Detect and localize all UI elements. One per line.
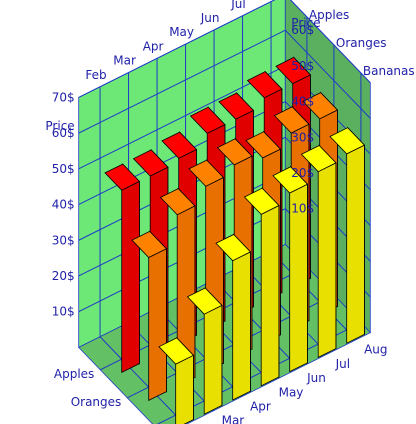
- bar-oranges-feb: [131, 230, 168, 402]
- bar-top-face: [243, 187, 280, 215]
- y-tick-left-50: 50$: [52, 162, 75, 176]
- gridline-right-70: [289, 0, 371, 84]
- bar-bananas-aug: [329, 126, 366, 344]
- month-label-top-mar: Mar: [113, 54, 136, 68]
- bar-top-face: [104, 163, 141, 191]
- bar-top-face: [329, 127, 366, 155]
- y-tick-left-20: 20$: [52, 269, 75, 283]
- bar-top-face: [189, 106, 226, 134]
- bar-bananas-jul: [300, 144, 337, 359]
- bar-top-face: [158, 337, 195, 365]
- bar-top-face: [159, 188, 196, 216]
- bar-bananas-may: [243, 187, 280, 387]
- y-tick-left-30: 30$: [52, 233, 75, 247]
- month-label-top-jul: Jul: [230, 0, 245, 11]
- series-label-left-oranges: Oranges: [71, 395, 122, 409]
- month-label-bottom-mar: Mar: [222, 414, 245, 424]
- bar-top-face: [246, 71, 283, 99]
- month-label-bottom-may: May: [279, 385, 304, 399]
- bar-top-face: [300, 145, 337, 173]
- gridline-month-floor-1: [128, 322, 214, 412]
- month-label-top-may: May: [169, 25, 194, 39]
- bar-front-face: [317, 162, 337, 359]
- bar-front-face: [203, 304, 223, 415]
- month-label-top-jun: Jun: [200, 11, 220, 25]
- y-tick-right-60: 60$: [291, 23, 314, 37]
- bar-top-face: [275, 56, 312, 85]
- y-axis-title-right: Price: [291, 16, 320, 30]
- y-tick-right-20: 20$: [291, 166, 314, 180]
- bar-bananas-feb: [158, 336, 195, 424]
- y-tick-right-10: 10$: [291, 202, 314, 216]
- y-tick-right-50: 50$: [291, 59, 314, 73]
- bar-top-face: [215, 234, 252, 262]
- gridline-month-floor-5: [242, 265, 328, 355]
- month-label-bottom-aug: Aug: [364, 343, 387, 357]
- y-tick-right-30: 30$: [291, 130, 314, 144]
- bar-top-face: [302, 92, 339, 120]
- bar-front-face: [232, 251, 251, 401]
- bar-front-face: [148, 248, 167, 402]
- bar-top-face: [132, 149, 169, 177]
- bar-front-face: [346, 144, 365, 344]
- bar-bananas-jun: [272, 165, 309, 373]
- bar-bananas-mar: [186, 287, 223, 415]
- series-label-left-bananas: Bananas: [97, 423, 149, 424]
- chart-labels: 10$ 10$ 20$ 20$ 30$ 30$ 40$ 40$ 50$ 50$ 60$ 60$ 70$ 7…: [45, 0, 414, 424]
- y-tick-right-40: 40$: [291, 95, 314, 109]
- bar-top-face: [272, 166, 309, 194]
- y-tick-left-40: 40$: [52, 198, 75, 212]
- y-tick-left-60: 60$: [52, 126, 75, 140]
- bar-front-face: [121, 180, 140, 374]
- bar-top-face: [186, 287, 223, 315]
- bar-front-face: [260, 204, 280, 387]
- bar-bananas-apr: [215, 233, 252, 401]
- bar-top-face: [273, 106, 310, 134]
- month-label-top-apr: Apr: [143, 39, 164, 53]
- series-label-top-bananas: Bananas: [363, 64, 415, 78]
- bar-top-face: [188, 159, 225, 187]
- bar-top-face: [161, 131, 198, 159]
- series-label-left-apples: Apples: [54, 367, 94, 381]
- y-tick-right-70: 70$: [291, 0, 314, 2]
- bar-top-face: [216, 138, 253, 166]
- y-tick-left-70: 70$: [52, 90, 75, 104]
- chart-bars: [104, 56, 366, 424]
- bar-top-face: [131, 230, 168, 258]
- month-label-top-feb: Feb: [85, 68, 106, 82]
- month-label-bottom-jul: Jul: [335, 357, 350, 371]
- month-label-bottom-jun: Jun: [306, 371, 326, 385]
- gridline-month-floor-6: [270, 251, 357, 341]
- bar-oranges-mar: [159, 187, 196, 387]
- bar-top-face: [218, 92, 255, 120]
- month-label-bottom-apr: Apr: [250, 400, 271, 414]
- y-axis-title-left: Price: [45, 119, 74, 133]
- bar-front-face: [175, 354, 194, 424]
- gridline-right-60: [284, 29, 371, 119]
- y-tick-left-10: 10$: [52, 305, 75, 319]
- gridline-back-60: [78, 29, 286, 134]
- series-label-top-oranges: Oranges: [336, 36, 387, 50]
- gridline-back-70: [78, 0, 276, 98]
- gridline-month-floor-0: [99, 336, 185, 424]
- gridline-month-floor-2: [156, 307, 243, 397]
- gridline-month-floor-4: [213, 279, 300, 369]
- series-label-top-apples: Apples: [309, 8, 349, 22]
- bar-top-face: [245, 131, 282, 159]
